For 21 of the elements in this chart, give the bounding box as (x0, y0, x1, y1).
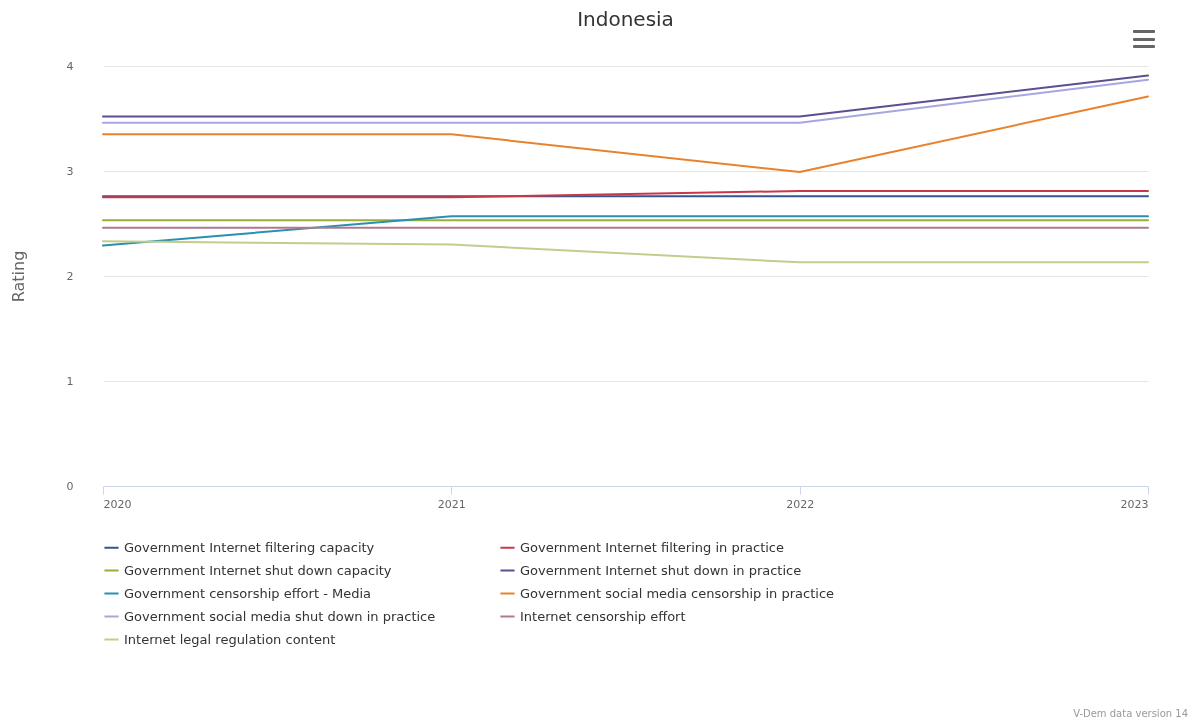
legend-label: Internet legal regulation content (124, 631, 336, 647)
chart-title: Indonesia (577, 7, 674, 31)
legend-label: Internet censorship effort (520, 608, 686, 624)
y-tick-label: 4 (66, 59, 74, 73)
x-tick-label: 2020 (103, 497, 132, 511)
y-tick-label: 2 (66, 269, 74, 283)
y-tick-label: 1 (66, 374, 74, 388)
x-tick-label: 2023 (1120, 497, 1149, 511)
legend-label: Government Internet filtering in practice (520, 539, 784, 555)
legend-label: Government Internet shut down capacity (124, 562, 392, 578)
y-axis-title: Rating (8, 250, 28, 303)
legend-label: Government social media censorship in practice (520, 585, 835, 601)
legend-label: Government social media shut down in practice (124, 608, 436, 624)
y-tick-label: 0 (66, 479, 74, 493)
legend-label: Government Internet shut down in practice (520, 562, 802, 578)
x-tick-label: 2022 (786, 497, 815, 511)
legend-label: Government Internet filtering capacity (124, 539, 375, 555)
text: V-Dem data version 14 (1073, 708, 1188, 719)
legend-label: Government censorship effort - Media (124, 585, 372, 601)
x-tick-label: 2021 (437, 497, 466, 511)
y-tick-label: 3 (66, 164, 74, 178)
